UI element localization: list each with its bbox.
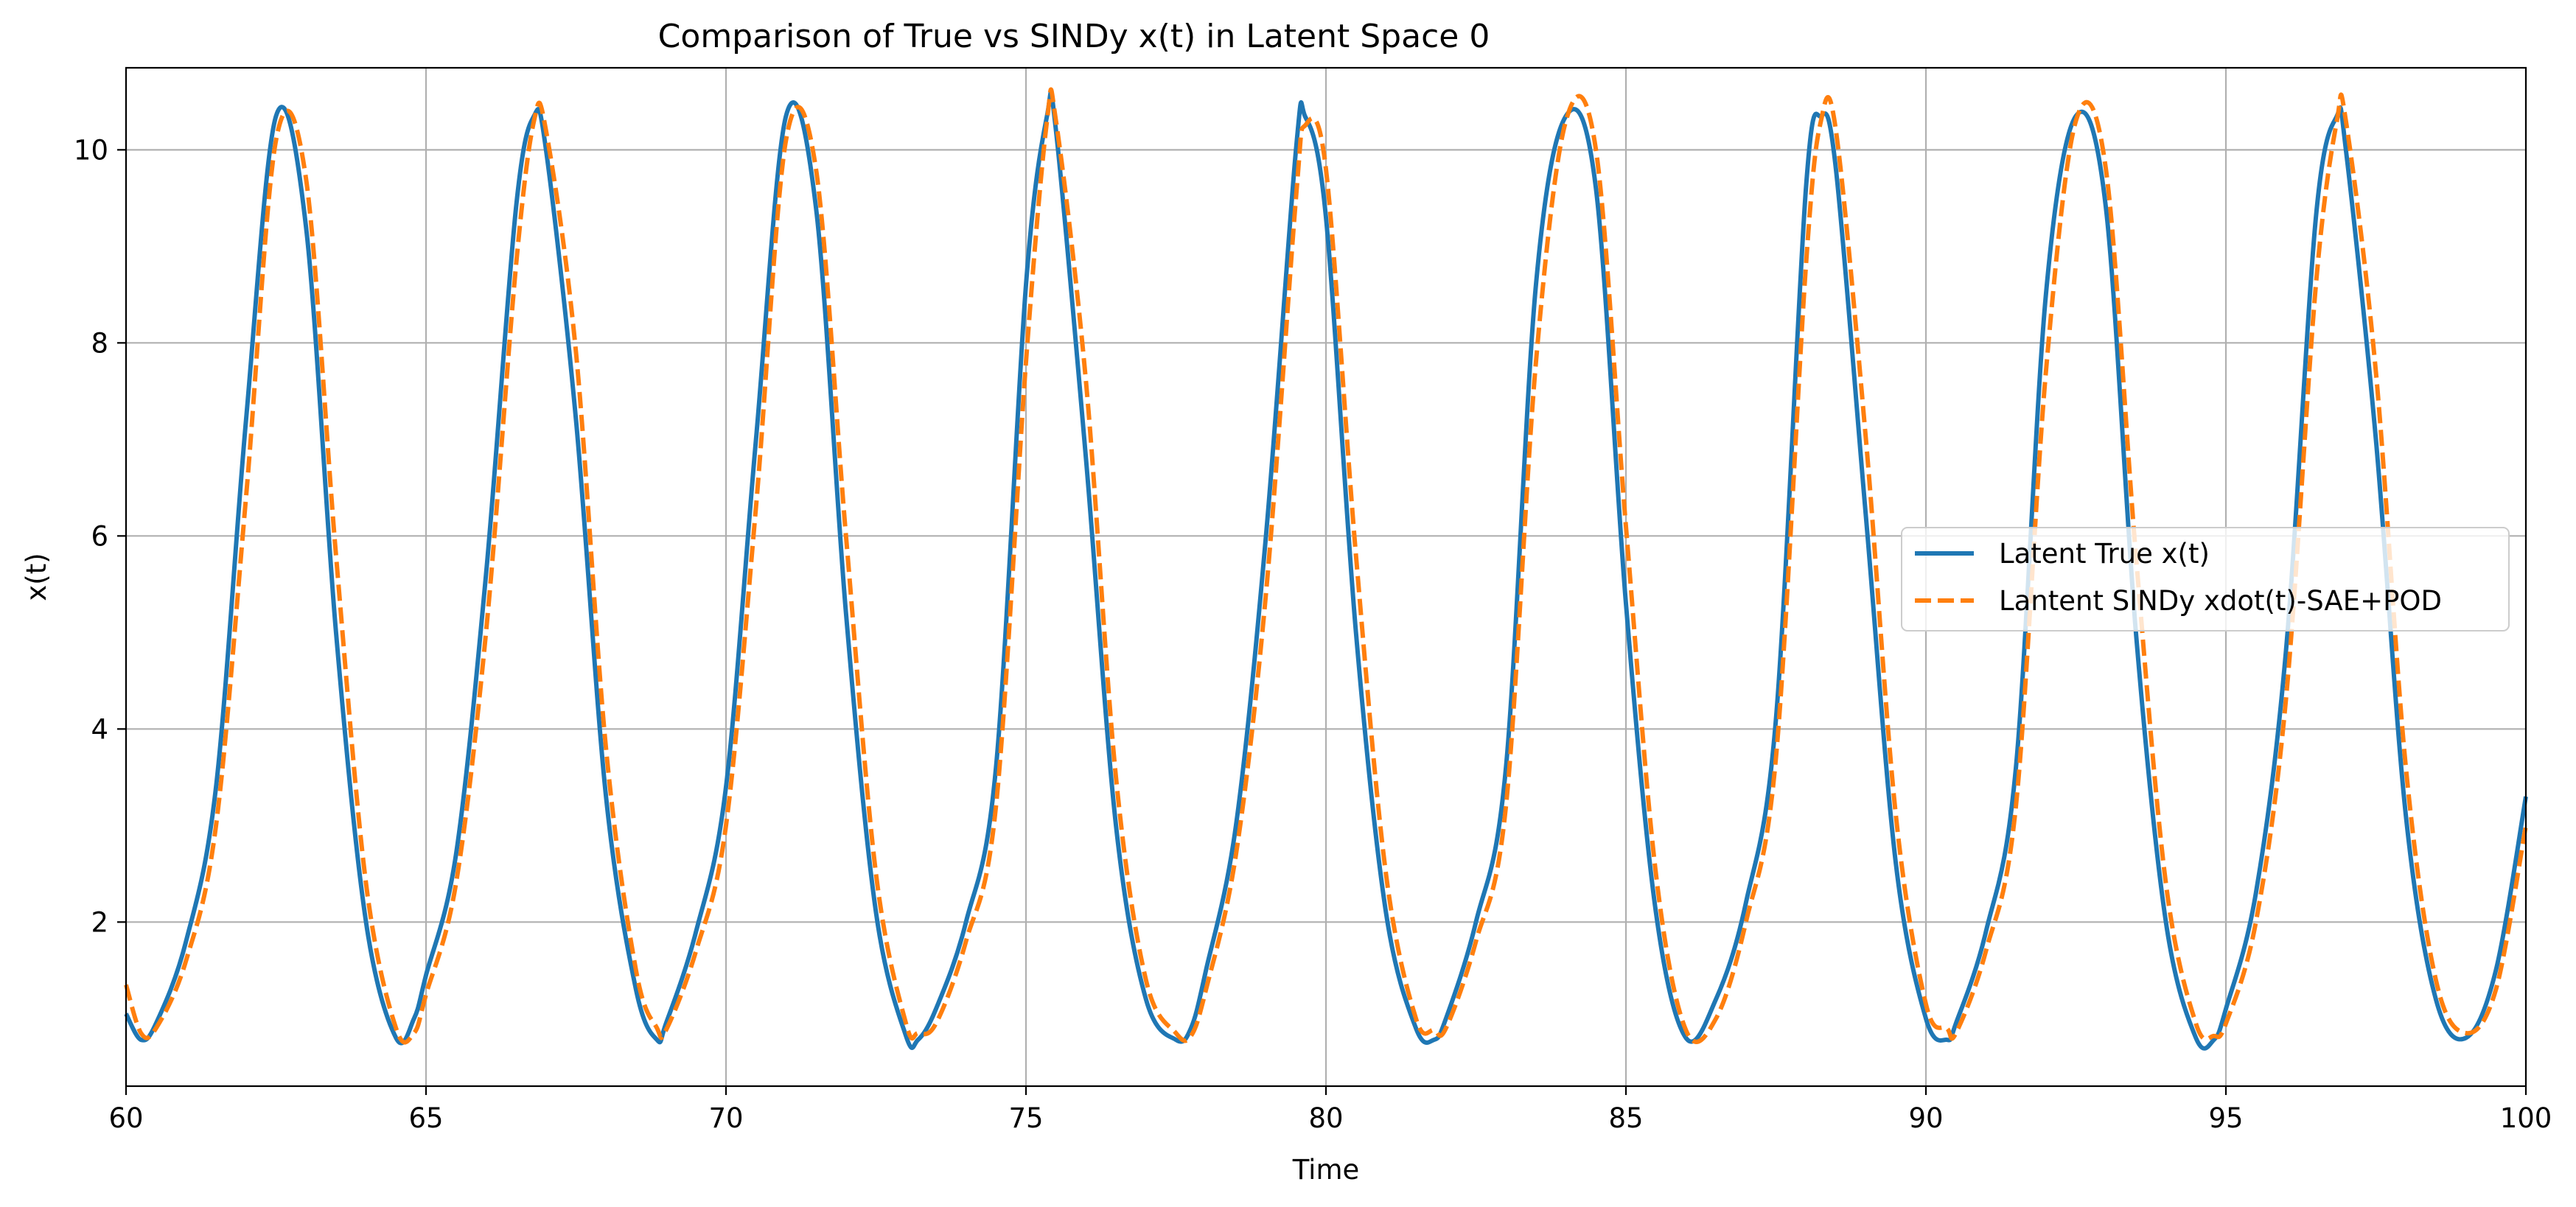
- y-tick-label: 10: [74, 134, 108, 166]
- plot-area: [124, 87, 2528, 1051]
- x-tick-label: 100: [2500, 1102, 2552, 1134]
- legend: Latent True x(t) Lantent SINDy xdot(t)-S…: [1901, 527, 2510, 632]
- chart-title: Comparison of True vs SINDy x(t) in Late…: [658, 18, 1490, 55]
- x-tick-label: 90: [1908, 1102, 1943, 1134]
- series-line-sindy: [124, 87, 2528, 1045]
- y-tick-label: 8: [91, 327, 108, 359]
- legend-label-sindy: Lantent SINDy xdot(t)-SAE+POD: [1999, 585, 2442, 617]
- y-axis-label: x(t): [21, 553, 52, 601]
- legend-box: [1901, 527, 2510, 632]
- x-tick-label: 65: [408, 1102, 443, 1134]
- x-tick-label: 70: [708, 1102, 743, 1134]
- x-tick-label: 95: [2208, 1102, 2243, 1134]
- x-tick-label: 80: [1308, 1102, 1343, 1134]
- y-tick-label: 4: [91, 713, 108, 745]
- legend-label-true: Latent True x(t): [1999, 538, 2210, 570]
- x-tick-label: 85: [1608, 1102, 1643, 1134]
- x-tick-label: 75: [1008, 1102, 1043, 1134]
- y-tick-label: 2: [91, 906, 108, 938]
- axis-ticks: 60 65 70 75 80 85 90 95 100 2 4 6 8 10: [74, 134, 2552, 1134]
- y-tick-label: 6: [91, 520, 108, 552]
- x-axis-label: Time: [1292, 1154, 1360, 1186]
- x-tick-label: 60: [108, 1102, 143, 1134]
